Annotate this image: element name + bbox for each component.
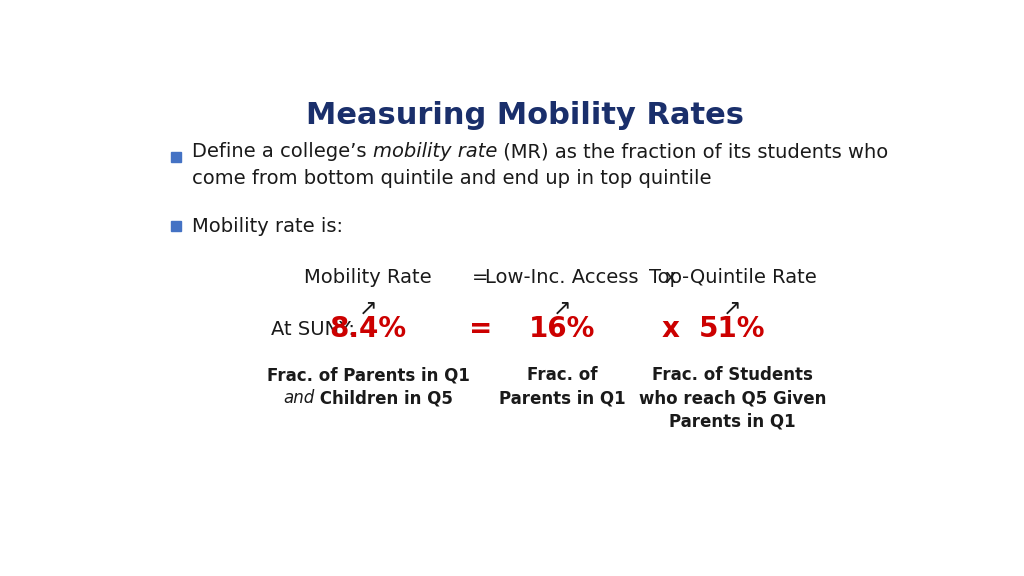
Text: Measuring Mobility Rates: Measuring Mobility Rates	[306, 101, 743, 130]
Text: Parents in Q1: Parents in Q1	[670, 412, 796, 430]
Text: (MR) as the fraction of its students who: (MR) as the fraction of its students who	[498, 142, 889, 161]
Text: Top-Quintile Rate: Top-Quintile Rate	[648, 268, 816, 287]
Text: ↗: ↗	[723, 298, 741, 319]
Text: who reach Q5 Given: who reach Q5 Given	[639, 389, 826, 407]
Text: Define a college’s: Define a college’s	[193, 142, 373, 161]
Text: x: x	[665, 268, 676, 287]
Text: 51%: 51%	[699, 316, 766, 343]
Text: Frac. of: Frac. of	[526, 366, 597, 384]
Text: 8.4%: 8.4%	[330, 316, 407, 343]
Text: and: and	[284, 389, 314, 407]
Text: ↗: ↗	[359, 298, 378, 319]
Text: =: =	[469, 316, 493, 343]
Text: Parents in Q1: Parents in Q1	[499, 389, 626, 407]
Text: 16%: 16%	[528, 316, 595, 343]
Text: mobility rate: mobility rate	[373, 142, 498, 161]
FancyBboxPatch shape	[171, 152, 180, 162]
Text: x: x	[662, 316, 680, 343]
Text: Frac. of Parents in Q1: Frac. of Parents in Q1	[267, 366, 470, 384]
Text: ↗: ↗	[553, 298, 571, 319]
Text: Mobility Rate: Mobility Rate	[304, 268, 432, 287]
Text: Low-Inc. Access: Low-Inc. Access	[485, 268, 639, 287]
Text: Mobility rate is:: Mobility rate is:	[193, 217, 343, 236]
FancyBboxPatch shape	[171, 221, 180, 231]
Text: At SUNY:: At SUNY:	[271, 320, 355, 339]
Text: =: =	[472, 268, 488, 287]
Text: Children in Q5: Children in Q5	[314, 389, 454, 407]
Text: come from bottom quintile and end up in top quintile: come from bottom quintile and end up in …	[193, 169, 712, 188]
Text: Frac. of Students: Frac. of Students	[652, 366, 813, 384]
